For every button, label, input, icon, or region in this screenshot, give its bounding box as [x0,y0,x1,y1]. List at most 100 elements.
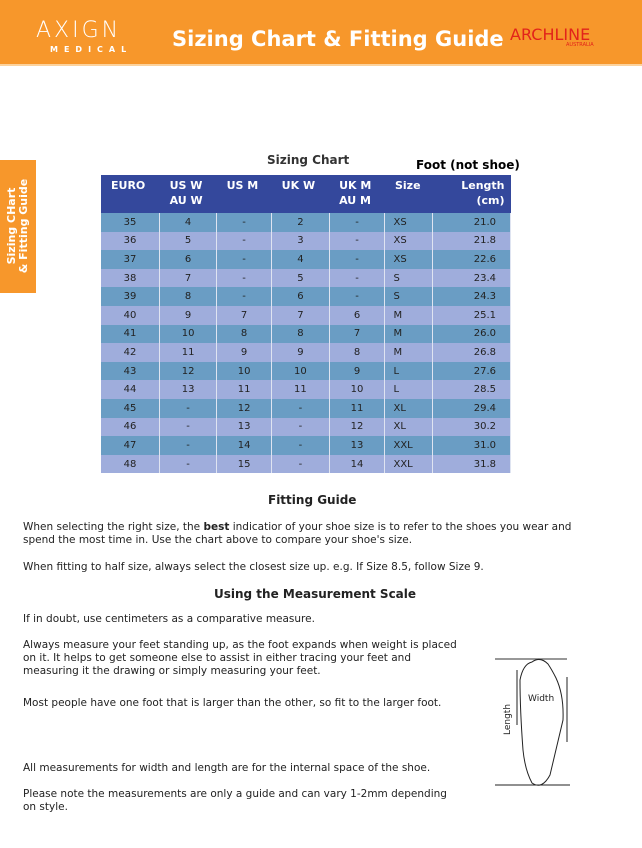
table-cell: 27.6 [432,361,512,381]
table-row: 38 7-5- S 23.4 [101,268,512,288]
table-row: 44 13 11 11 10 L 28.5 [101,380,512,399]
column-header: US M [216,175,272,213]
table-cell: 11 [159,343,218,362]
table-cell: 8 [159,287,218,306]
fitting-title: Fitting Guide [268,493,357,507]
table-cell: 22.6 [432,250,512,269]
table-cell: 45 [101,398,161,418]
chart-title: Sizing Chart [267,153,350,167]
table-cell: XS [384,250,433,269]
fitting-paragraph-1: When selecting the right size, the best … [23,521,572,546]
table-cell: 31.8 [432,454,512,474]
table-cell: 2 [271,213,330,232]
table-cell: - [216,250,273,269]
table-cell: L [384,380,433,399]
table-cell: M [384,324,433,344]
table-cell: 40 [101,305,161,325]
table-cell: 31.0 [432,436,512,455]
table-row: 48-15-14 XXL 31.8 [101,454,512,474]
table-cell: - [216,231,273,251]
table-row: 39 8-6- S 24.3 [101,287,512,306]
measure-paragraph-3: Most people have one foot that is larger… [23,697,442,709]
chart-note: Foot (not shoe) [416,158,520,172]
table-cell: 13 [159,380,218,399]
measure-paragraph-2: Always measure your feet standing up, as… [23,639,457,677]
table-cell: 21.8 [432,231,512,251]
table-cell: 26.8 [432,343,512,362]
table-cell: M [384,343,433,362]
table-cell: 12 [216,398,273,418]
table-cell: 23.4 [432,268,512,288]
table-cell: 13 [329,436,386,455]
table-row: 35 4-2- XS 21.0 [101,213,512,232]
page-title: Sizing Chart & Fitting Guide [172,27,504,51]
column-header: US W AU W [159,175,217,213]
measure-paragraph-4: All measurements for width and length ar… [23,762,431,774]
table-cell: - [329,213,386,232]
table-cell: XL [384,398,433,418]
table-cell: - [159,417,218,437]
table-cell: 12 [329,417,386,437]
archline-logo-sub: AUSTRALIA [566,42,594,48]
table-cell: 36 [101,231,161,251]
table-row: 43 12 10 10 9 L 27.6 [101,361,512,381]
table-row: 42 11 9 9 8 M 26.8 [101,343,512,362]
table-cell: - [271,436,330,455]
width-label: Width [528,694,554,704]
table-cell: 41 [101,324,161,344]
table-cell: 5 [271,268,330,288]
table-cell: S [384,287,433,306]
length-label: Length [503,704,513,735]
table-cell: - [271,454,330,474]
table-cell: - [271,398,330,418]
table-row: 46-13-12 XL 30.2 [101,417,512,437]
table-cell: XS [384,213,433,232]
table-cell: 39 [101,287,161,306]
table-cell: 6 [159,250,218,269]
foot-diagram: Width Length [495,658,570,786]
table-cell: - [216,213,273,232]
table-cell: 4 [159,213,218,232]
table-row: 37 6-4- XS 22.6 [101,250,512,269]
table-cell: 9 [216,343,273,362]
table-cell: 30.2 [432,417,512,437]
table-cell: 11 [271,380,330,399]
table-row: 40 9 7 7 6 M 25.1 [101,305,512,325]
table-cell: 4 [271,250,330,269]
table-cell: 28.5 [432,380,512,399]
side-tab: Sizing CHart & Fitting Guide [0,160,36,293]
table-cell: 7 [159,268,218,288]
axign-logo-sub: MEDICAL [50,45,133,54]
table-cell: 48 [101,454,161,474]
table-cell: - [159,398,218,418]
table-cell: 8 [329,343,386,362]
table-cell: 7 [216,305,273,325]
measure-title: Using the Measurement Scale [214,587,417,601]
table-cell: - [216,287,273,306]
table-cell: 47 [101,436,161,455]
table-row: 45-12-11 XL 29.4 [101,398,512,418]
table-cell: L [384,361,433,381]
table-cell: 25.1 [432,305,512,325]
table-row: 41 10 8 8 7 M 26.0 [101,324,512,344]
measure-paragraph-1: If in doubt, use centimeters as a compar… [23,613,315,625]
header-banner: AXIGN MEDICAL Sizing Chart & Fitting Gui… [0,0,642,66]
table-cell: M [384,305,433,325]
table-cell: 42 [101,343,161,362]
side-tab-line2: & Fitting Guide [17,178,30,274]
table-cell: 14 [216,436,273,455]
table-cell: 35 [101,213,161,232]
table-cell: 14 [329,454,386,474]
table-cell: 6 [329,305,386,325]
table-cell: 8 [271,324,330,344]
table-cell: XXL [384,454,433,474]
table-cell: 3 [271,231,330,251]
table-cell: 37 [101,250,161,269]
table-cell: 10 [329,380,386,399]
column-header: Length (cm) [432,175,511,213]
table-cell: 13 [216,417,273,437]
table-cell: 15 [216,454,273,474]
table-cell: - [329,268,386,288]
table-cell: 29.4 [432,398,512,418]
table-cell: 11 [216,380,273,399]
